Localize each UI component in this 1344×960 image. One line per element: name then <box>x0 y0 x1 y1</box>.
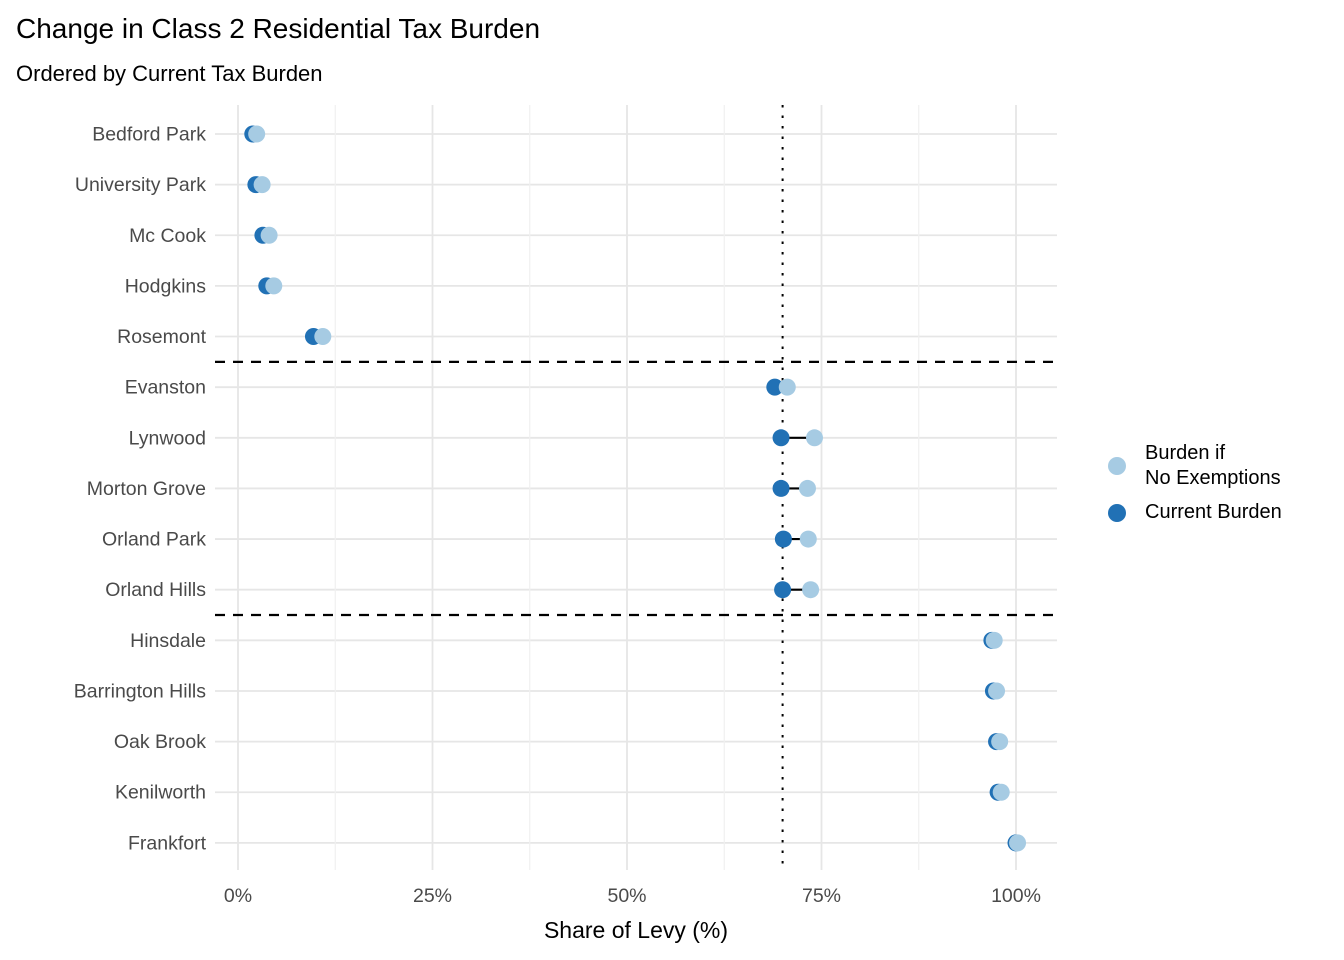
dot-current-burden <box>774 581 792 599</box>
legend: Burden if No Exemptions Current Burden <box>1108 441 1282 525</box>
y-axis-label: Mc Cook <box>129 225 206 247</box>
dot-current-burden <box>766 378 784 396</box>
dot-no-exemptions <box>985 631 1003 649</box>
y-axis-label: Barrington Hills <box>74 680 206 702</box>
y-axis-label: Rosemont <box>117 326 206 348</box>
y-axis-label: University Park <box>75 174 206 196</box>
dot-no-exemptions <box>798 479 816 497</box>
legend-dot-current-burden <box>1108 503 1126 522</box>
dot-no-exemptions <box>799 530 817 548</box>
legend-label: Current Burden <box>1145 501 1282 523</box>
y-axis-label: Frankfort <box>128 832 207 854</box>
dot-no-exemptions <box>260 226 278 244</box>
x-axis-tick-label: 75% <box>802 885 841 907</box>
dot-no-exemptions <box>265 277 283 295</box>
x-axis-title: Share of Levy (%) <box>543 917 729 943</box>
y-axis-label: Hodgkins <box>125 275 207 297</box>
legend-item: Current Burden <box>1108 500 1282 525</box>
x-axis-tick-label: 50% <box>607 885 646 907</box>
y-axis-label: Hinsdale <box>130 630 206 652</box>
dot-current-burden <box>772 479 790 497</box>
legend-item: Burden if No Exemptions <box>1108 441 1282 491</box>
dot-no-exemptions <box>805 429 823 447</box>
dot-no-exemptions <box>1009 834 1027 852</box>
y-axis-label: Bedford Park <box>92 124 206 146</box>
x-axis-tick-label: 25% <box>413 885 452 907</box>
y-axis-label: Lynwood <box>129 427 206 449</box>
y-axis-label: Evanston <box>125 377 206 399</box>
y-axis-label: Oak Brook <box>114 731 206 753</box>
dot-no-exemptions <box>992 783 1010 801</box>
y-axis-label: Orland Park <box>102 529 206 551</box>
dot-current-burden <box>774 530 792 548</box>
y-axis-label: Kenilworth <box>115 782 206 804</box>
x-axis-tick-label: 100% <box>991 885 1041 907</box>
x-axis-tick-label: 0% <box>224 885 252 907</box>
legend-label: Burden if No Exemptions <box>1145 442 1281 489</box>
dot-no-exemptions <box>988 682 1006 700</box>
y-axis-label: Morton Grove <box>87 478 206 500</box>
dot-no-exemptions <box>778 378 796 396</box>
dot-no-exemptions <box>991 733 1009 751</box>
dot-current-burden <box>772 429 790 447</box>
legend-dot-no-exemptions <box>1108 457 1126 475</box>
dot-no-exemptions <box>253 176 271 194</box>
chart-title: Change in Class 2 Residential Tax Burden <box>16 13 541 44</box>
y-axis-label: Orland Hills <box>105 579 206 601</box>
dot-no-exemptions <box>248 125 266 143</box>
dot-no-exemptions <box>802 581 820 599</box>
chart-subtitle: Ordered by Current Tax Burden <box>16 61 323 86</box>
dot-no-exemptions <box>314 328 332 346</box>
